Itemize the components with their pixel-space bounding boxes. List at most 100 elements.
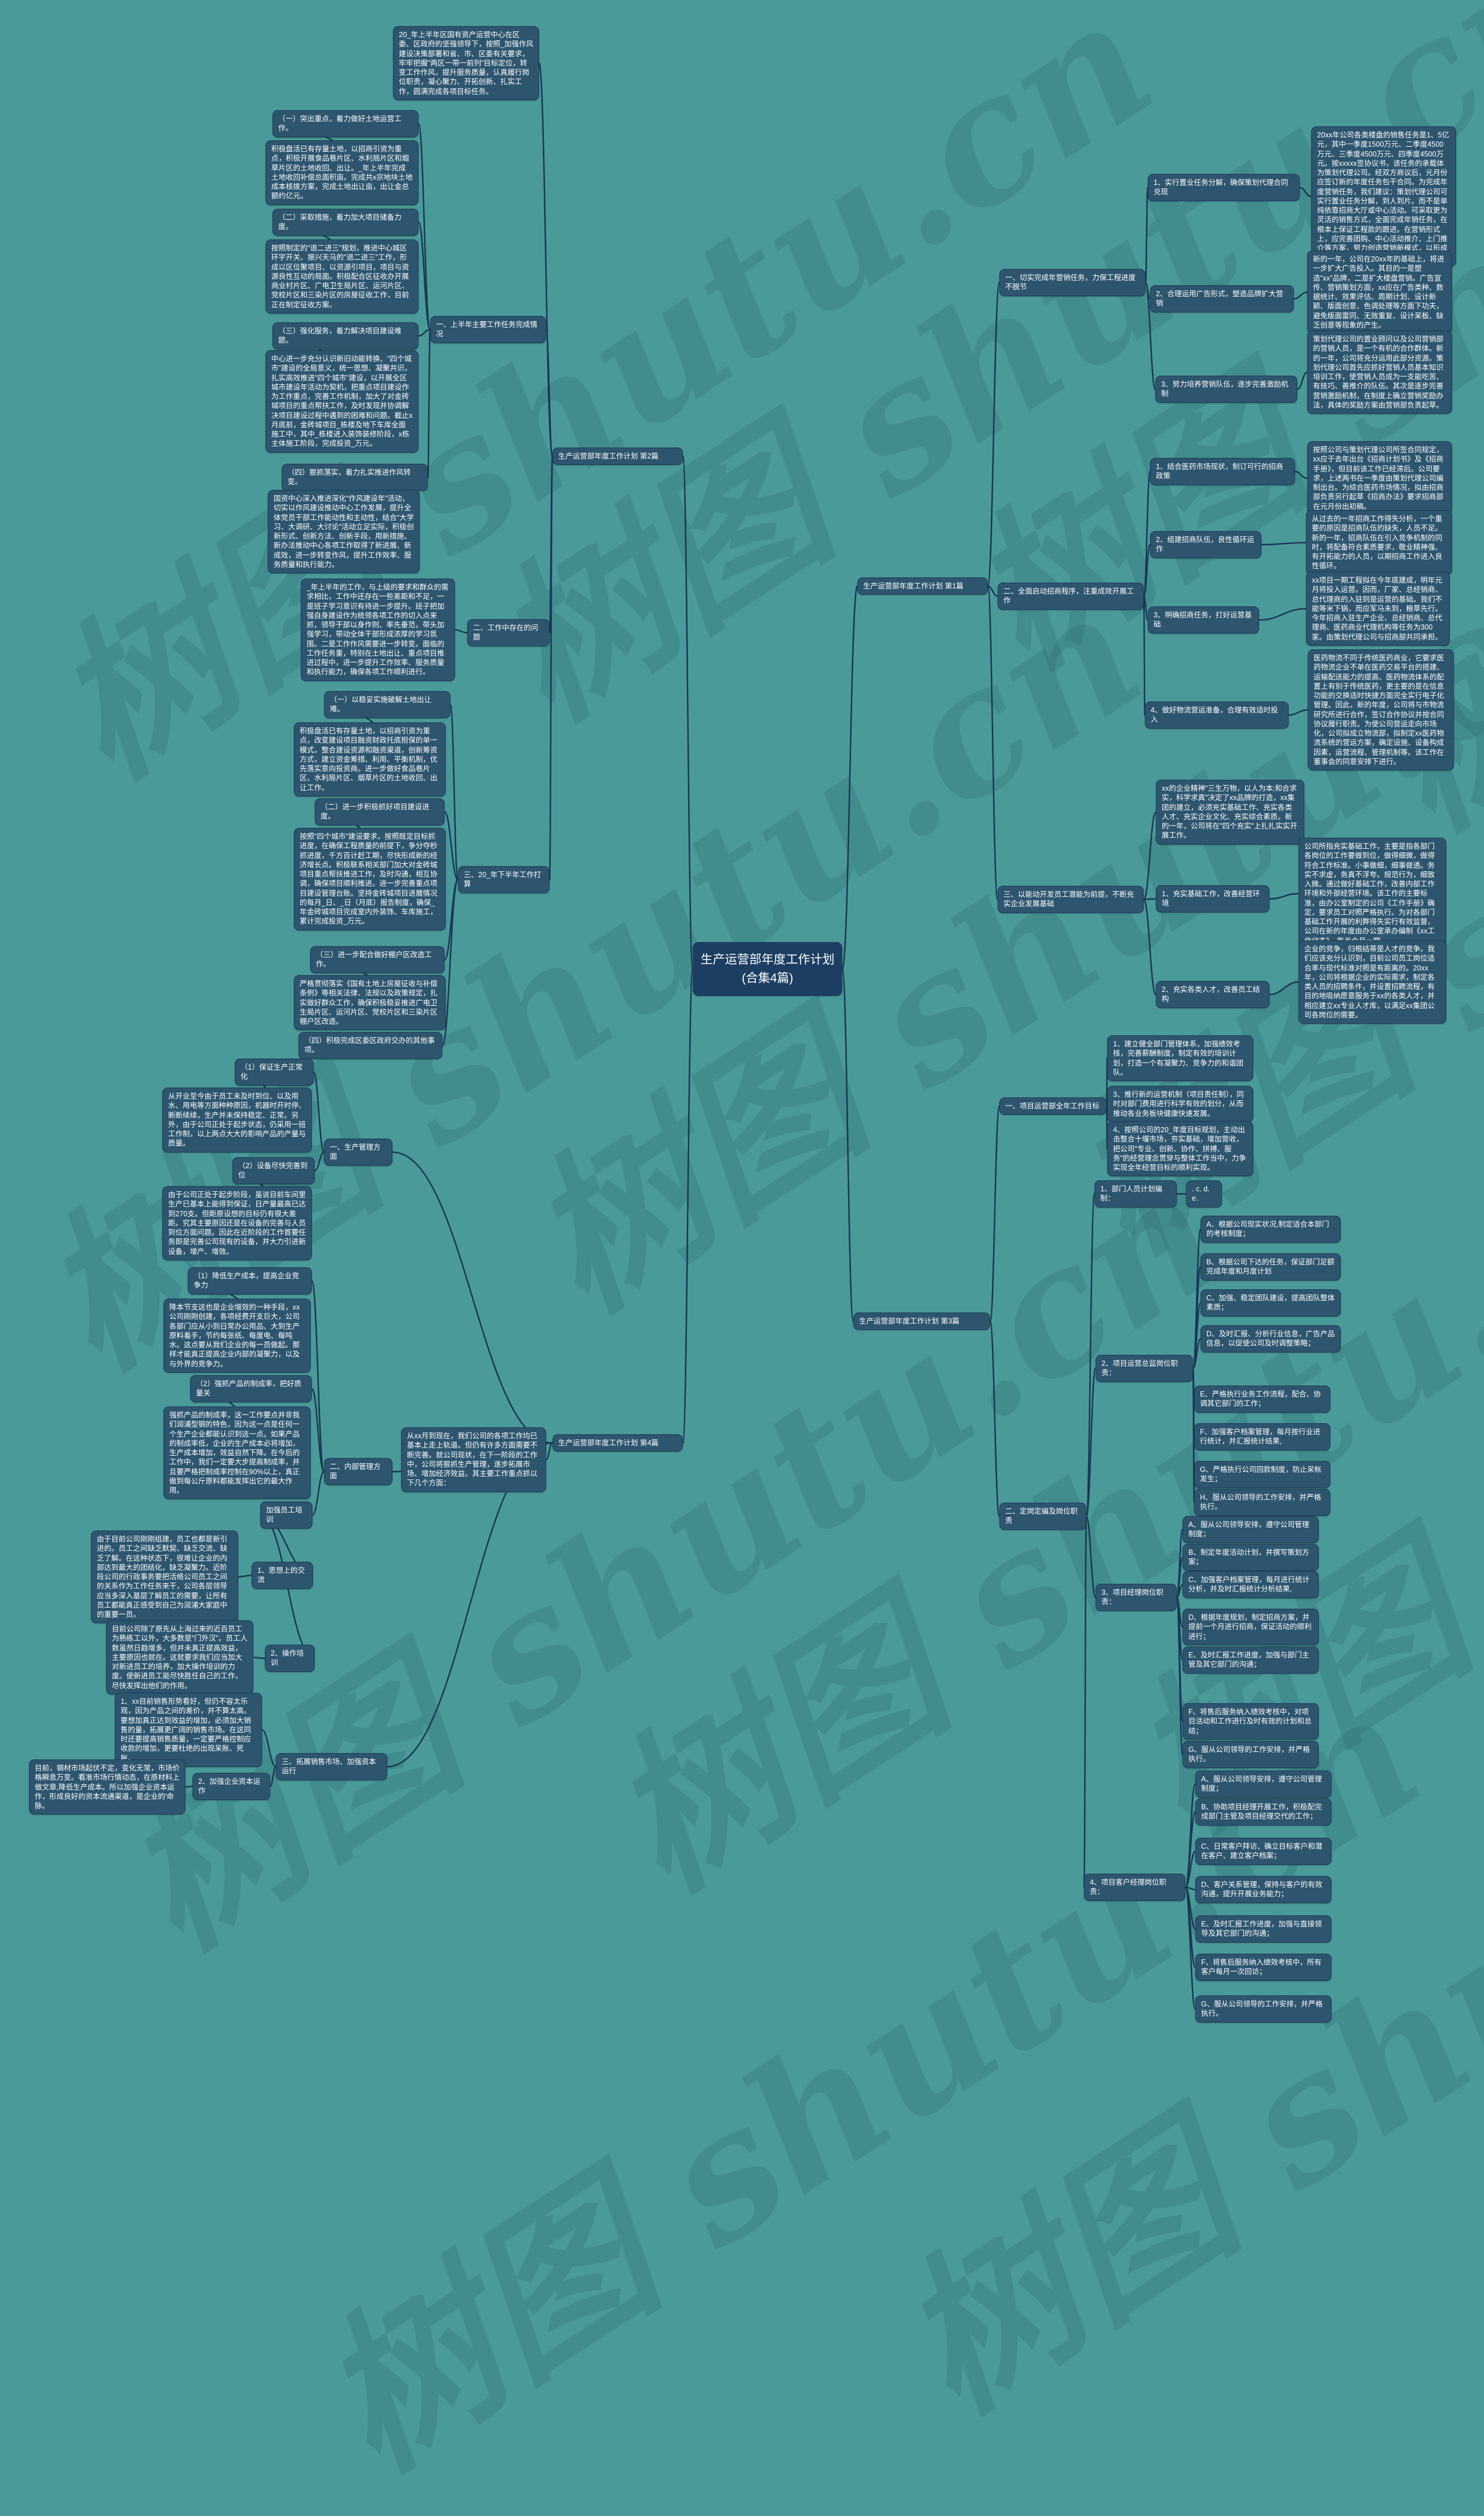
mindmap-node-b1s2n1L[interactable]: 按照公司与策划代理公司所签合同规定，xx应于去年出台《招商计划书》及《招商手册》… (1307, 441, 1452, 515)
mindmap-node-b3[interactable]: 生产运营部年度工作计划 第3篇 (853, 1312, 990, 1330)
mindmap-node-b1s3n1L[interactable]: 公司所指充实基础工作，主要是指各部门各岗位的工作要做到位，做得细微，做得符合工作… (1298, 838, 1446, 950)
mindmap-node-b2s3n1[interactable]: （一）以稳妥实施破解土地出让难。 (324, 691, 450, 718)
mindmap-node-b1s1n3[interactable]: 3、努力培养营销队伍，逐步完善激励机制 (1155, 376, 1297, 403)
mindmap-node-b3s4g[interactable]: G、服从公司领导的工作安排，并严格执行。 (1195, 1995, 1332, 2023)
mindmap-node-b4s2[interactable]: 二、内部管理方面 (324, 1458, 392, 1485)
mindmap-node-b1s3L[interactable]: xx的企业精神"三生万物，以人为本;和合求实，科学求真"决定了xx品牌的打造，x… (1156, 780, 1304, 845)
mindmap-node-b3s3[interactable]: 3、项目经理岗位职责： (1096, 1584, 1177, 1611)
mindmap-node-b2s1n3[interactable]: （三）强化服务，着力解决项目建设难题。 (272, 322, 419, 350)
mindmap-node-b4s1n2[interactable]: （2）设备尽快完善到位 (232, 1157, 315, 1184)
mindmap-node-b3s3d[interactable]: D、根据年度规划，制定招商方案，并提前一个月进行招商，保证活动的顺利进行； (1183, 1609, 1319, 1645)
mindmap-node-b3s2n2b[interactable]: B、根据公司下达的任务，保证部门足额完成年度和月度计划 (1201, 1253, 1341, 1281)
mindmap-node-b4s3n2[interactable]: 2、加强企业资本运作 (192, 1773, 270, 1800)
mindmap-node-b2s1n2[interactable]: （二）采取措施，着力加大项目储备力度。 (272, 209, 419, 236)
mindmap-node-b3s3b[interactable]: B、制定年度活动计划，并撰写策划方案； (1183, 1544, 1319, 1571)
mindmap-node-b1s2[interactable]: 二、全面启动招商程序，注重成效开展工作 (998, 583, 1144, 610)
mindmap-node-b1s3[interactable]: 三、以能动开发员工潜能为前提，不断充实企业发展基础 (998, 886, 1144, 913)
mindmap-node-b1s2n2L[interactable]: 从过去的一年招商工作得失分析，一个重要的原因是招商队伍的缺失，人员不足。新的一年… (1306, 510, 1452, 575)
mindmap-node-b4s2n3b[interactable]: 2、操作培训 (265, 1645, 315, 1672)
mindmap-node-b1s2n4[interactable]: 4、做好物流营运准备，合理有效适时投入 (1145, 701, 1289, 729)
mindmap-node-b3s2n2d[interactable]: D、及时汇报、分析行业信息，广告产品信息，以促使公司及时调整策略； (1201, 1325, 1341, 1352)
mindmap-node-b2s1n1L[interactable]: 积极盘活已有存量土地，以招商引资为重点，积极开展食品巷片区、水利局片区和烟草片区… (265, 140, 419, 205)
mindmap-node-b1s2n2[interactable]: 2、组建招商队伍，良性循环运作 (1150, 531, 1261, 558)
mindmap-node-b1s1n1[interactable]: 1、实行置业任务分解，确保策划代理合同兑现 (1148, 174, 1300, 201)
mindmap-node-b3s4a[interactable]: A、服从公司领导安排，遵守公司管理制度； (1195, 1770, 1332, 1798)
mindmap-node-b4s1n1L[interactable]: 从开业至今由于员工未及时到位、以及用水、用电等方面种种原因，机器时开时停、断断续… (162, 1088, 312, 1152)
mindmap-node-b3s1n3[interactable]: 3、推行新的运营机制（项目责任制），同时对部门费用进行科学有效的划分，从而推动各… (1107, 1086, 1253, 1122)
mindmap-node-b1s3n2[interactable]: 2、充实各类人才，改善员工结构 (1156, 981, 1270, 1008)
mindmap-node-b4s2n1[interactable]: （1）降低生产成本，提高企业竞争力 (188, 1267, 312, 1295)
mindmap-node-b4s2n3[interactable]: 加强员工培训 (260, 1501, 312, 1529)
mindmap-node-b2s1n4[interactable]: （四）狠抓落实，着力扎实推进作风转变。 (282, 464, 428, 491)
mindmap-node-b3s2n2a[interactable]: A、根据公司现实状况,制定适合本部门的考核制度； (1201, 1216, 1341, 1243)
mindmap-node-b2s1n3L[interactable]: 中心进一步充分认识新旧动能转换、"四个城市"建设的全局意义，统一思想、凝聚共识，… (265, 350, 419, 453)
mindmap-node-b3s4[interactable]: 4、项目客户经理岗位职责： (1084, 1874, 1185, 1901)
mindmap-node-b3s4c[interactable]: C、日常客户拜访、确立目标客户和潜在客户、建立客户档案； (1195, 1838, 1332, 1865)
mindmap-node-b4[interactable]: 生产运营部年度工作计划 第4篇 (552, 1434, 683, 1452)
mindmap-node-b2s3n2L[interactable]: 按照"四个城市"建设要求，按照既定目标抓进度，在确保工程质量的前提下，争分夺秒抓… (294, 828, 446, 930)
mindmap-node-b3s3g[interactable]: G、服从公司领导的工作安排，并严格执行。 (1183, 1741, 1319, 1768)
mindmap-node-b3s2n2[interactable]: 2、项目运营总监岗位职责： (1096, 1355, 1193, 1382)
mindmap-node-b3s1[interactable]: 一、项目运营部全年工作目标 (999, 1097, 1107, 1115)
mindmap-node-b4s2n3bL[interactable]: 目前公司除了原先从上海过来的近百员工为熟练工以外，大多数是"门外汉"。员工人数虽… (106, 1620, 253, 1695)
mindmap-node-b4s1n1[interactable]: （1）保证生产正常化 (235, 1059, 314, 1086)
mindmap-node-b1s3n2L[interactable]: 企业的竞争，归根结蒂是人才的竞争。我们应该充分认识到，目前公司员工岗位适合率与现… (1298, 940, 1446, 1024)
mindmap-node-b4s2n3aL[interactable]: 由于目前公司刚刚组建，员工也都是新引进的。员工之间缺乏默契、缺乏交流、缺乏了解。… (91, 1530, 238, 1624)
mindmap-node-b2s1[interactable]: 一、上半年主要工作任务完成情况 (430, 316, 546, 343)
mindmap-node-b1s1n2[interactable]: 2、合理运用广告形式，塑造品牌扩大营销 (1150, 285, 1294, 312)
mindmap-node-b2s3n3L[interactable]: 严格贯彻落实《国有土地上房屋征收与补偿条例》等相关法律、法规以及政策规定，扎实做… (294, 975, 446, 1031)
mindmap-node-b4s2n1L[interactable]: 降本节支这也是企业增效的一种手段，xx公司刚刚创建，各项经费开支巨大，公司各部门… (163, 1299, 311, 1373)
mindmap-node-b3s3e[interactable]: E、及时汇报工作进度，加强与部门主管及其它部门的沟通； (1183, 1646, 1319, 1674)
mindmap-node-b2s1n1[interactable]: （一）突出重点，着力做好土地运营工作。 (272, 110, 419, 137)
mindmap-node-b3s4e[interactable]: E、及时汇报工作进度，加强与直接领导及其它部门的沟通； (1195, 1915, 1332, 1943)
mindmap-node-b3s4b[interactable]: B、协助项目经理开展工作，积极配完成部门主管及项目经理交代的工作； (1195, 1798, 1332, 1826)
mindmap-node-b3s2n2e[interactable]: E、严格执行业务工作流程，配合、协调其它部门的工作； (1194, 1386, 1330, 1413)
mindmap-node-b2s3n1L[interactable]: 积极盘活已有存量土地，以招商引资为重点，改变建设项目融资财政托底担保的单一模式，… (294, 722, 446, 797)
mindmap-node-b3s2n1L[interactable]: . c. d. e. (1186, 1180, 1222, 1208)
mindmap-node-b4s1n2L[interactable]: 由于公司正处于起步阶段，虽说目前车间里生产已基本上能得到保证，日产量最高已达到2… (162, 1186, 312, 1260)
mindmap-node-b3s2n2g[interactable]: G、严格执行公司回款制度，防止呆帐发生； (1194, 1461, 1330, 1488)
mindmap-node-b1s1n3L[interactable]: 策划代理公司的置业顾问以及公司营销部的营销人员，是一个有机的合作群体。新的一年，… (1307, 330, 1452, 414)
mindmap-node-b3s4f[interactable]: F、将售后服务纳入绩效考核中，所有客户每月一次回访； (1195, 1954, 1332, 1981)
mindmap-node-b1s1n1L[interactable]: 20xx年公司各类楼盘的销售任务是1、5亿元，其中一季度1500万元、二季度45… (1311, 126, 1456, 267)
mindmap-node-b3s1n4[interactable]: 4、按照公司的20_年度目标规划，主动出击整合十堰市场，夯实基础，增加营收，把公… (1107, 1121, 1253, 1177)
mindmap-node-b4s3n1L[interactable]: 1、xx目前销售形势看好，但仍不容太乐观，因为产品之间的差价，并不算太高。要想加… (115, 1693, 262, 1767)
mindmap-node-b4s1[interactable]: 一、生产管理方面 (324, 1139, 392, 1166)
mindmap-node-b2s3[interactable]: 三、20_年下半年工作打算 (458, 866, 550, 893)
mindmap-node-b3s4d[interactable]: D、客户关系管理，保持与客户的有效沟通，提升开展业务能力； (1195, 1876, 1332, 1903)
mindmap-node-b1[interactable]: 生产运营部年度工作计划 第1篇 (857, 577, 988, 595)
mindmap-node-b3s1n1[interactable]: 1、建立健全部门管理体系，加强绩效考核，完善薪酬制度，制定有效的培训计划，打造一… (1107, 1035, 1253, 1081)
mindmap-node-b2s1n2L[interactable]: 按照制定的"退二进三"规划，推进中心城区环宇开关、振兴天马的"退二进三"工作，形… (265, 239, 419, 314)
mindmap-node-b3s3f[interactable]: F、将售后服务纳入绩效考核中，对项目活动和工作进行及时有效的计划和总结； (1183, 1703, 1319, 1740)
mindmap-node-b1s3n1[interactable]: 1、充实基础工作，改善经营环境 (1156, 885, 1270, 912)
mindmap-node-b3s2n2f[interactable]: F、加强客户档案管理，每月按行业进行统计，并汇报统计结果, (1194, 1423, 1330, 1450)
mindmap-node-b3s2n2h[interactable]: H、服从公司领导的工作安排，并严格执行。 (1194, 1489, 1330, 1516)
mindmap-root-node[interactable]: 生产运营部年度工作计划(合集4篇) (693, 942, 842, 996)
mindmap-node-b4s3n2L[interactable]: 目前，钢材市场起伏不定，变化无常，市场价格瞬息万变。看准市场行情动态，在原材料上… (29, 1759, 186, 1815)
mindmap-node-b1s2n3[interactable]: 3、明确招商任务，打好运营基础 (1148, 606, 1259, 634)
mindmap-node-b1s1n2L[interactable]: 新的一年，公司在20xx年的基础上，将进一步扩大广告投入。其目的一是塑造"xx"… (1307, 250, 1452, 334)
mindmap-node-b3s2n2c[interactable]: C、加强、稳定团队建设，提高团队整体素质； (1201, 1289, 1341, 1317)
mindmap-node-b3s3a[interactable]: A、服从公司领导安排，遵守公司管理制度； (1183, 1516, 1319, 1543)
mindmap-node-b1s2n3L[interactable]: xx项目一期工程拟在今年底建成，明年元月将投入运营。因而，厂家、总经销商、总代理… (1306, 572, 1450, 646)
mindmap-node-b1s1[interactable]: 一、切实完成年营销任务，力保工程进度不脱节 (999, 269, 1145, 296)
mindmap-node-b2s2[interactable]: 二、工作中存在的问题 (467, 619, 550, 646)
mindmap-node-b4s3[interactable]: 三、拓展销售市场、加强资本运行 (276, 1753, 387, 1780)
mindmap-node-b2intro[interactable]: 20_年上半年区国有资产运营中心在区委、区政府的坚强领导下，按照_加强作风建设决… (393, 26, 539, 100)
mindmap-node-b3s3c[interactable]: C、加强客户档案管理，每月进行统计分析，并及时汇报统计分析结果, (1183, 1571, 1319, 1598)
mindmap-node-b4s2n2L[interactable]: 强抓产品的制成率，这一工作要点并非我们润浦型钢的特色，因为这一点是任何一个生产企… (163, 1406, 311, 1500)
mindmap-node-b2s3n2[interactable]: （二）进一步积极抓好项目建设进度。 (315, 798, 445, 826)
mindmap-node-b3s2[interactable]: 二、定岗定编及岗位职责 (999, 1503, 1086, 1530)
mindmap-node-b1s2n1[interactable]: 1、结合医药市场现状，制订可行的招商政策 (1150, 458, 1295, 485)
mindmap-node-b2s2L[interactable]: _年上半年的工作，与上级的要求和群众的需求相比，工作中还存在一些差距和不足，一是… (301, 579, 455, 681)
mindmap-node-b2s3n3[interactable]: （三）进一步配合做好棚户区改造工作。 (310, 946, 445, 973)
mindmap-node-b4s2n3a[interactable]: 1、思想上的交流 (252, 1562, 313, 1589)
mindmap-node-b1s2n4L[interactable]: 医药物流不同于传统医药商业，它要求医药物流企业不单在医药交易平台的搭建、运输配送… (1308, 649, 1454, 770)
mindmap-node-b4s2n2[interactable]: （2）强抓产品的制成率，把好质量关 (190, 1375, 312, 1402)
mindmap-node-b2s1n4L[interactable]: 国资中心深入推进深化"作风建设年"活动，切实以作风建设推动中心工作发展，提升全体… (268, 490, 420, 573)
mindmap-node-b4intro[interactable]: 从xx月到现在，我们公司的各项工作均已基本上走上轨道。但仍有许多方面需要不断完善… (401, 1427, 546, 1492)
mindmap-node-b3s2n1[interactable]: 1、部门人员计划编制： (1094, 1180, 1177, 1208)
mindmap-node-b2s3n4[interactable]: （四）积极完成区委区政府交办的其他事项。 (299, 1032, 442, 1059)
mindmap-node-b2[interactable]: 生产运营部年度工作计划 第2篇 (552, 448, 683, 466)
